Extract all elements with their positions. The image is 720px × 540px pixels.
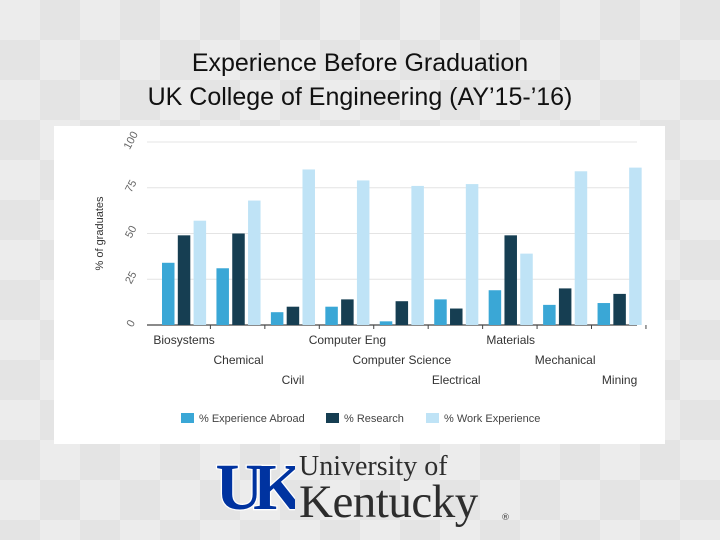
uk-logo-mark-icon: UK (215, 453, 295, 517)
bar-work (574, 171, 588, 325)
logo-kentucky: Kentucky (299, 476, 478, 528)
y-tick-label: 0 (125, 318, 138, 329)
y-tick-label: 50 (123, 224, 139, 240)
bar-work (302, 169, 315, 325)
slide-title-line1: Experience Before Graduation (191, 49, 529, 77)
bar-chart: 0 25 50 75 100 % of graduates Biosystems Chemic… (94, 130, 647, 425)
registered-mark: ® (501, 513, 510, 523)
bar-abroad (488, 290, 502, 325)
bar-research (177, 235, 191, 325)
bar-research (395, 301, 409, 325)
bar-research (286, 306, 300, 325)
bar-work (248, 200, 261, 325)
bar-work (411, 185, 424, 325)
bar-work (193, 220, 207, 325)
legend-swatch (426, 413, 439, 423)
x-category-label: Mechanical (535, 353, 596, 367)
bar-research (450, 308, 463, 325)
bar-work (465, 184, 479, 325)
bar-abroad (270, 312, 284, 325)
x-category-label: Computer Science (352, 353, 451, 367)
bar-abroad (434, 299, 447, 325)
bar-research (558, 288, 572, 325)
y-tick-label: 100 (122, 130, 141, 152)
bar-work (520, 253, 533, 325)
bar-research (341, 299, 354, 325)
bar-abroad (216, 268, 229, 325)
y-tick-label: 75 (123, 178, 139, 194)
uk-logo-mark-text: UK (216, 453, 296, 517)
bar-abroad (597, 303, 611, 325)
bar-research (613, 293, 626, 325)
bar-research (504, 235, 517, 325)
chart-panel: 0 25 50 75 100 % of graduates Biosystems Chemic… (54, 126, 665, 444)
legend-label: % Experience Abroad (199, 413, 305, 425)
bar-abroad (162, 262, 175, 325)
university-logo: UK University of Kentucky ® (215, 451, 515, 531)
x-category-label: Chemical (213, 353, 263, 367)
x-category-label: Civil (282, 373, 305, 387)
y-tick-label: 25 (123, 270, 139, 286)
x-category-label: Biosystems (153, 333, 214, 347)
x-category-label: Materials (486, 333, 535, 347)
bar-work (356, 180, 370, 325)
logo-university-of: University of (299, 451, 448, 482)
x-category-label: Computer Eng (309, 333, 386, 347)
legend-swatch (326, 413, 339, 423)
y-axis-label: % of graduates (94, 196, 106, 270)
legend-swatch (181, 413, 194, 423)
bar-abroad (543, 304, 556, 325)
slide-title-line2: UK College of Engineering (AY’15-’16) (147, 83, 573, 111)
bar-work (629, 167, 642, 325)
bar-abroad (325, 306, 338, 325)
slide-title: Experience Before Graduation UK College … (0, 46, 720, 114)
legend-label: % Research (344, 413, 404, 425)
bar-abroad (379, 321, 393, 325)
bar-research (232, 233, 245, 325)
legend-label: % Work Experience (444, 413, 540, 425)
x-category-label: Mining (602, 373, 637, 387)
x-category-label: Electrical (432, 373, 481, 387)
